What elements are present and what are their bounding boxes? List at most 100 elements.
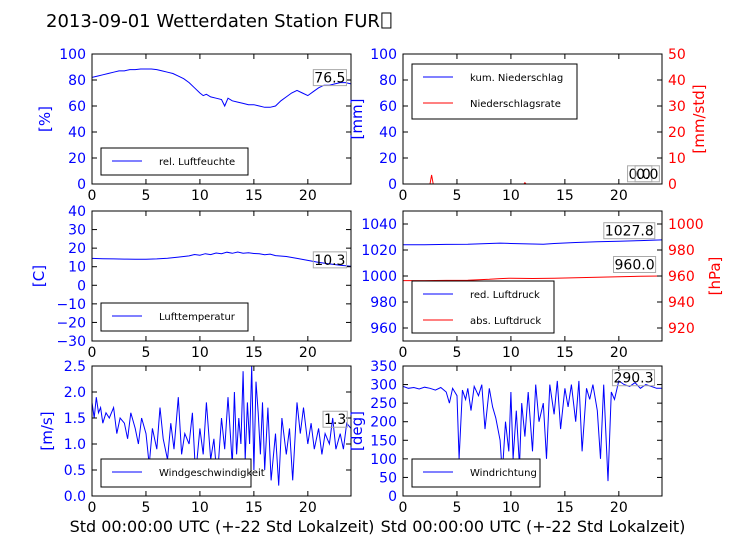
x-tick-label-windspeed: 10 [191, 500, 209, 516]
value-box-windspeed-0 [322, 410, 348, 428]
value-label-precipitation-0: 0.0 [629, 167, 651, 183]
y2-tick-label-pressure: 940 [668, 295, 695, 311]
plot-frame-temperature [91, 210, 352, 342]
series-line-windspeed-0 [92, 366, 351, 486]
x-tick-label-pressure: 0 [399, 345, 408, 361]
y2-tick-label-pressure: 980 [668, 243, 695, 259]
x-tick-label-winddirection: 20 [610, 500, 628, 516]
y-tick-label-humidity: 80 [68, 73, 86, 89]
y2-tick-label-precipitation: 0 [668, 177, 677, 193]
figure-title: 2013-09-01 Wetterdaten Station FUR [46, 11, 380, 32]
y-tick-label-humidity: 100 [59, 47, 86, 63]
y-tick-label-temperature: 10 [68, 260, 86, 276]
series-line-pressure-1 [403, 275, 662, 282]
y2-tick-label-pressure: 920 [668, 321, 695, 337]
panel-humidity: 0 5 10 15 20 0 20 40 60 80 100 [%] 76.5 rel. Luftfeuc… [36, 47, 352, 204]
y2-tick-label-precipitation: 50 [668, 47, 686, 63]
y2-axis-label-precipitation: [mm/std] [690, 84, 708, 153]
legend-label-humidity-0: rel. Luftfeuchte [159, 157, 235, 168]
value-box-winddirection-0 [611, 369, 656, 387]
x-tick-label-pressure: 5 [452, 345, 461, 361]
y-tick-label-windspeed: 2.0 [64, 385, 86, 401]
value-label-pressure-1: 960.0 [615, 258, 655, 274]
x-tick-label-windspeed: 20 [299, 500, 317, 516]
panel-precipitation: 0 5 10 15 20 0 20 40 60 80 100 0 10 20 30 40 50 [mm] [mm/s… [348, 47, 708, 204]
x-tick-label-winddirection: 5 [452, 500, 461, 516]
x-tick-label-humidity: 10 [191, 188, 209, 204]
legend-box-temperature [100, 302, 249, 332]
y-tick-label-precipitation: 100 [370, 47, 397, 63]
y-tick-label-winddirection: 0 [388, 489, 397, 505]
plot-frame-precipitation [402, 53, 663, 185]
y2-tick-label-pressure: 1000 [668, 217, 704, 233]
value-box-pressure-1 [613, 256, 657, 273]
y-tick-label-windspeed: 2.5 [64, 359, 86, 375]
series-line-precipitation-1 [403, 174, 662, 184]
y-axis-label-windspeed: [m/s] [38, 411, 56, 450]
y2-tick-label-precipitation: 20 [668, 125, 686, 141]
x-tick-label-precipitation: 20 [610, 188, 628, 204]
value-label-precipitation-1: 0.0 [636, 167, 658, 183]
y-tick-label-humidity: 20 [68, 151, 86, 167]
series-line-winddirection-0 [403, 380, 662, 482]
y2-axis-label-pressure: [hPa] [706, 257, 724, 296]
legend-label-precipitation-0: kum. Niederschlag [470, 73, 563, 84]
panel-windspeed: 0 5 10 15 20 0.0 0.5 1.0 1.5 2.0 2.5 [m/s] 1.3 Windge… [38, 359, 352, 516]
y-axis-label-precipitation: [mm] [348, 99, 366, 140]
legend-label-pressure-1: abs. Luftdruck [470, 316, 541, 327]
y-tick-label-winddirection: 50 [379, 470, 397, 486]
y-tick-label-windspeed: 0.5 [64, 463, 86, 479]
legend-box-winddirection [411, 458, 541, 488]
y-tick-label-precipitation: 60 [379, 99, 397, 115]
y-tick-label-temperature: 0 [77, 278, 86, 294]
y2-tick-label-precipitation: 10 [668, 151, 686, 167]
legend-label-windspeed-0: Windgeschwindigkeit [159, 468, 265, 479]
y-tick-label-windspeed: 1.5 [64, 411, 86, 427]
y-tick-label-temperature: 30 [68, 223, 86, 239]
y-tick-label-temperature: 20 [68, 241, 86, 257]
y-tick-label-humidity: 40 [68, 125, 86, 141]
value-label-humidity-0: 76.5 [314, 71, 345, 87]
panel-temperature: 0 5 10 15 20 −30 −20 −10 0 10 20 30 40 [C] 10.3 Lufttem… [30, 204, 352, 361]
y-tick-label-pressure: 1000 [361, 269, 397, 285]
value-box-temperature-0 [312, 251, 347, 269]
y-axis-label-winddirection: [deg] [348, 411, 366, 451]
y-tick-label-windspeed: 1.0 [64, 437, 86, 453]
y-tick-label-pressure: 1040 [361, 217, 397, 233]
x-tick-label-humidity: 20 [299, 188, 317, 204]
y-tick-label-winddirection: 250 [370, 396, 397, 412]
x-tick-label-temperature: 0 [88, 345, 97, 361]
y-tick-label-windspeed: 0.0 [64, 489, 86, 505]
y-tick-label-humidity: 0 [77, 177, 86, 193]
x-tick-label-humidity: 5 [141, 188, 150, 204]
x-tick-label-humidity: 15 [245, 188, 263, 204]
x-axis-label-left: Std 00:00:00 UTC (+-22 Std Lokalzeit) [70, 517, 375, 536]
y2-tick-label-pressure: 960 [668, 269, 695, 285]
plot-frame-humidity [91, 53, 352, 185]
y-tick-label-precipitation: 80 [379, 73, 397, 89]
plot-frame-windspeed [91, 365, 352, 497]
y-tick-label-temperature: 40 [68, 204, 86, 220]
y-tick-label-precipitation: 40 [379, 125, 397, 141]
y-tick-label-winddirection: 150 [370, 433, 397, 449]
y-tick-label-winddirection: 350 [370, 359, 397, 375]
y-tick-label-precipitation: 0 [388, 177, 397, 193]
x-tick-label-pressure: 15 [556, 345, 574, 361]
value-label-winddirection-0: 290.3 [613, 371, 653, 387]
series-line-temperature-0 [92, 251, 351, 267]
x-tick-label-humidity: 0 [88, 188, 97, 204]
x-tick-label-precipitation: 0 [399, 188, 408, 204]
plot-frame-winddirection [402, 365, 663, 497]
x-tick-label-temperature: 15 [245, 345, 263, 361]
y-tick-label-pressure: 960 [370, 321, 397, 337]
panel-pressure: 0 5 10 15 20 960 980 1000 1020 1040 920 940 960 980 10… [361, 210, 724, 361]
title-box-glyph [381, 12, 392, 29]
x-tick-label-precipitation: 15 [556, 188, 574, 204]
y-tick-label-winddirection: 300 [370, 378, 397, 394]
x-tick-label-temperature: 20 [299, 345, 317, 361]
x-tick-label-precipitation: 10 [502, 188, 520, 204]
y-tick-label-precipitation: 20 [379, 151, 397, 167]
series-line-humidity-0 [92, 68, 351, 108]
